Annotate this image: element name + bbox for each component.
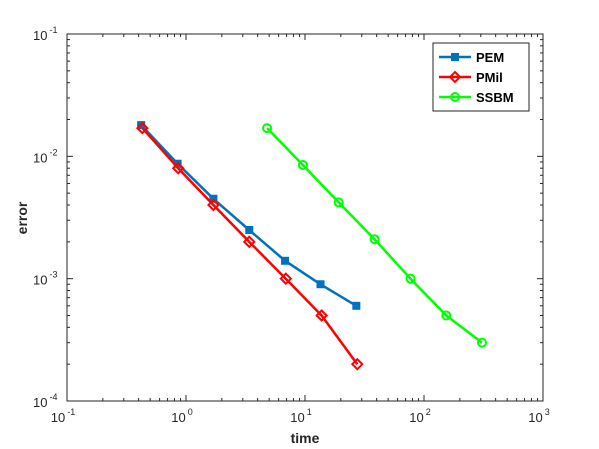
y-tick-label: 10 -3 bbox=[33, 270, 57, 288]
y-tick-exponent: -1 bbox=[49, 25, 57, 35]
tick-labels: 10 -1 10 0 10 1 10 2 10 310 -410 -310 -210 -1 bbox=[33, 25, 550, 425]
x-tick-label: 10 1 bbox=[290, 407, 311, 425]
legend-label-pmil: PMil bbox=[476, 70, 503, 85]
x-tick-label: 10 0 bbox=[171, 407, 192, 425]
x-tick-exponent: 1 bbox=[307, 407, 312, 417]
legend: PEM PMil SSBM bbox=[432, 42, 530, 112]
legend-item-pem: PEM bbox=[439, 50, 504, 65]
y-tick-label: 10 -2 bbox=[33, 147, 57, 165]
point-pem bbox=[316, 280, 325, 289]
x-tick-base: 10 bbox=[171, 410, 185, 425]
point-pmil bbox=[135, 121, 149, 135]
point-ssbm bbox=[333, 197, 344, 208]
x-tick-label: 10 2 bbox=[409, 407, 430, 425]
series-layer bbox=[135, 121, 487, 371]
x-tick-exponent: 0 bbox=[188, 407, 193, 417]
legend-label-ssbm: SSBM bbox=[476, 90, 514, 105]
series-line-ssbm bbox=[266, 127, 483, 344]
y-tick-exponent: -2 bbox=[49, 147, 57, 157]
point-ssbm bbox=[476, 337, 487, 348]
point-pmil bbox=[171, 161, 185, 175]
x-tick-base: 10 bbox=[528, 410, 542, 425]
x-tick-exponent: 2 bbox=[426, 407, 431, 417]
x-tick-label: 10 3 bbox=[528, 407, 549, 425]
point-pmil bbox=[242, 235, 256, 249]
plot-frame bbox=[66, 33, 544, 402]
x-tick-exponent: -1 bbox=[67, 407, 75, 417]
y-tick-base: 10 bbox=[33, 150, 47, 165]
y-tick-exponent: -4 bbox=[49, 392, 57, 402]
series-line-pmil bbox=[141, 127, 359, 365]
point-ssbm bbox=[441, 310, 452, 321]
point-pem bbox=[245, 225, 254, 234]
point-pem bbox=[281, 256, 290, 265]
legend-item-pmil: PMil bbox=[439, 70, 503, 85]
point-ssbm bbox=[369, 234, 380, 245]
x-axis-label: time bbox=[291, 430, 320, 446]
y-tick-label: 10 -1 bbox=[33, 25, 57, 43]
legend-item-ssbm: SSBM bbox=[439, 90, 514, 105]
legend-marker-pem bbox=[451, 53, 459, 61]
y-tick-label: 10 -4 bbox=[33, 392, 57, 410]
y-tick-base: 10 bbox=[33, 395, 47, 410]
y-tick-exponent: -3 bbox=[49, 270, 57, 280]
x-tick-base: 10 bbox=[51, 410, 65, 425]
y-axis-label: error bbox=[14, 201, 30, 234]
x-tick-exponent: 3 bbox=[545, 407, 550, 417]
point-ssbm bbox=[297, 159, 308, 170]
point-pmil bbox=[315, 309, 329, 322]
y-tick-base: 10 bbox=[33, 28, 47, 43]
point-ssbm bbox=[405, 273, 416, 284]
point-ssbm bbox=[262, 123, 273, 134]
point-pem bbox=[352, 301, 361, 310]
point-pmil bbox=[350, 357, 364, 371]
legend-marker-pmil bbox=[448, 70, 462, 84]
x-tick-label: 10 -1 bbox=[51, 407, 75, 425]
legend-marker-ssbm bbox=[450, 92, 460, 102]
x-tick-base: 10 bbox=[409, 410, 423, 425]
legend-label-pem: PEM bbox=[476, 50, 504, 65]
series-pmil bbox=[135, 121, 364, 371]
point-pmil bbox=[279, 272, 293, 286]
series-ssbm bbox=[262, 123, 487, 348]
point-pmil bbox=[207, 198, 220, 212]
y-tick-base: 10 bbox=[33, 273, 47, 288]
x-tick-base: 10 bbox=[290, 410, 304, 425]
